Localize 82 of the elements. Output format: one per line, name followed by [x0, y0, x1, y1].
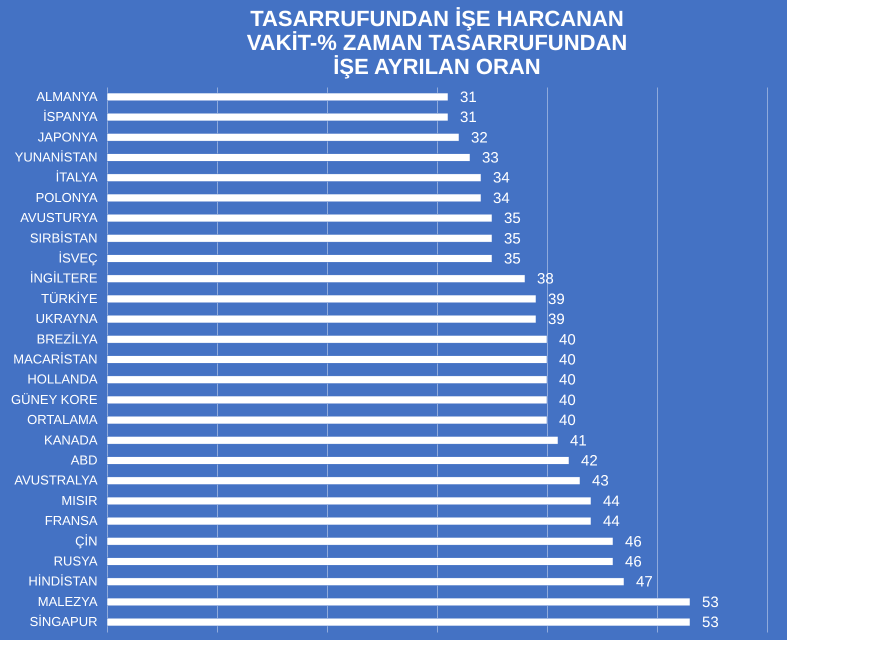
y-tick-label: AVUSTRALYA — [14, 472, 98, 488]
data-label: 35 — [504, 250, 521, 268]
data-label: 35 — [504, 210, 521, 228]
bar — [106, 456, 570, 465]
y-tick-label: TÜRKİYE — [41, 290, 98, 306]
bar — [106, 416, 548, 424]
bar — [106, 335, 548, 344]
y-tick-label: AVUSTURYA — [20, 210, 98, 226]
data-label: 40 — [559, 331, 576, 348]
data-label: 32 — [471, 129, 488, 146]
data-label: 44 — [603, 492, 620, 510]
y-tick-label: ALMANYA — [36, 88, 98, 104]
bar — [106, 214, 492, 222]
chart-title: TASARRUFUNDAN İŞE HARCANAN VAKİT-% ZAMAN TASARRUFUNDAN İŞE AYRILAN ORAN — [246, 6, 628, 79]
y-tick-label: UKRAYNA — [36, 311, 98, 326]
bar — [106, 476, 580, 485]
bar — [106, 618, 690, 626]
y-tick-label: MALEZYA — [38, 594, 98, 609]
data-label: 42 — [581, 452, 598, 470]
data-label: 34 — [493, 170, 510, 187]
data-label: 40 — [559, 392, 576, 409]
y-tick-label: RUSYA — [54, 554, 98, 568]
y-tick-label: JAPONYA — [38, 129, 98, 144]
bar — [106, 578, 624, 586]
bar — [106, 92, 448, 101]
y-tick-label: BREZİLYA — [36, 331, 98, 346]
y-tick-label: İNGİLTERE — [30, 270, 98, 286]
bar — [106, 294, 536, 303]
y-tick-label: ÇİN — [75, 533, 98, 548]
data-label: 40 — [559, 352, 576, 368]
y-tick-label: ABD — [70, 452, 98, 468]
data-label: 35 — [504, 230, 521, 248]
bar — [106, 153, 470, 162]
bar — [106, 496, 592, 505]
y-tick-label: HİNDİSTAN — [28, 574, 98, 589]
bar — [106, 598, 690, 606]
bar — [106, 254, 492, 263]
data-label: 43 — [592, 472, 609, 490]
y-tick-label: HOLLANDA — [27, 372, 98, 387]
data-label: 34 — [493, 190, 510, 207]
data-label: 44 — [603, 513, 620, 530]
data-label: 46 — [625, 554, 642, 570]
bar — [106, 436, 558, 444]
y-tick-label: SİNGAPUR — [30, 614, 98, 630]
y-tick-label: İSVEÇ — [58, 250, 98, 266]
bar — [106, 557, 614, 566]
data-label: 31 — [460, 88, 477, 106]
y-tick-label: POLONYA — [36, 190, 98, 205]
y-tick-label: MISIR — [61, 492, 98, 508]
bar — [106, 376, 548, 384]
bar — [106, 315, 536, 324]
y-tick-label: ORTALAMA — [27, 412, 98, 428]
data-label: 40 — [559, 372, 576, 389]
data-label: 53 — [702, 614, 719, 632]
y-tick-label: YUNANİSTAN — [14, 150, 98, 164]
data-label: 38 — [537, 270, 554, 288]
bar — [106, 234, 492, 242]
bar — [106, 517, 592, 526]
data-label: 31 — [460, 109, 477, 126]
bar — [106, 133, 460, 142]
y-tick-label: GÜNEY KORE — [11, 392, 98, 407]
bar — [106, 355, 548, 364]
data-label: 39 — [548, 311, 565, 328]
data-label: 46 — [625, 533, 642, 550]
y-tick-label: MACARİSTAN — [13, 352, 98, 366]
y-tick-label: KANADA — [44, 432, 98, 448]
bar — [106, 396, 548, 404]
y-tick-label: FRANSA — [44, 513, 98, 528]
y-tick-label: SIRBİSTAN — [30, 230, 98, 246]
data-label: 47 — [636, 574, 653, 591]
bar — [106, 174, 482, 182]
data-label: 40 — [559, 412, 576, 430]
data-label: 39 — [548, 290, 565, 308]
data-label: 41 — [570, 432, 587, 450]
data-label: 53 — [702, 594, 719, 611]
bar — [106, 274, 526, 283]
data-label: 33 — [482, 150, 499, 166]
bar — [106, 537, 614, 546]
bar — [106, 113, 448, 122]
y-tick-label: İSPANYA — [43, 109, 98, 124]
y-tick-label: İTALYA — [56, 170, 98, 185]
bar — [106, 194, 482, 202]
